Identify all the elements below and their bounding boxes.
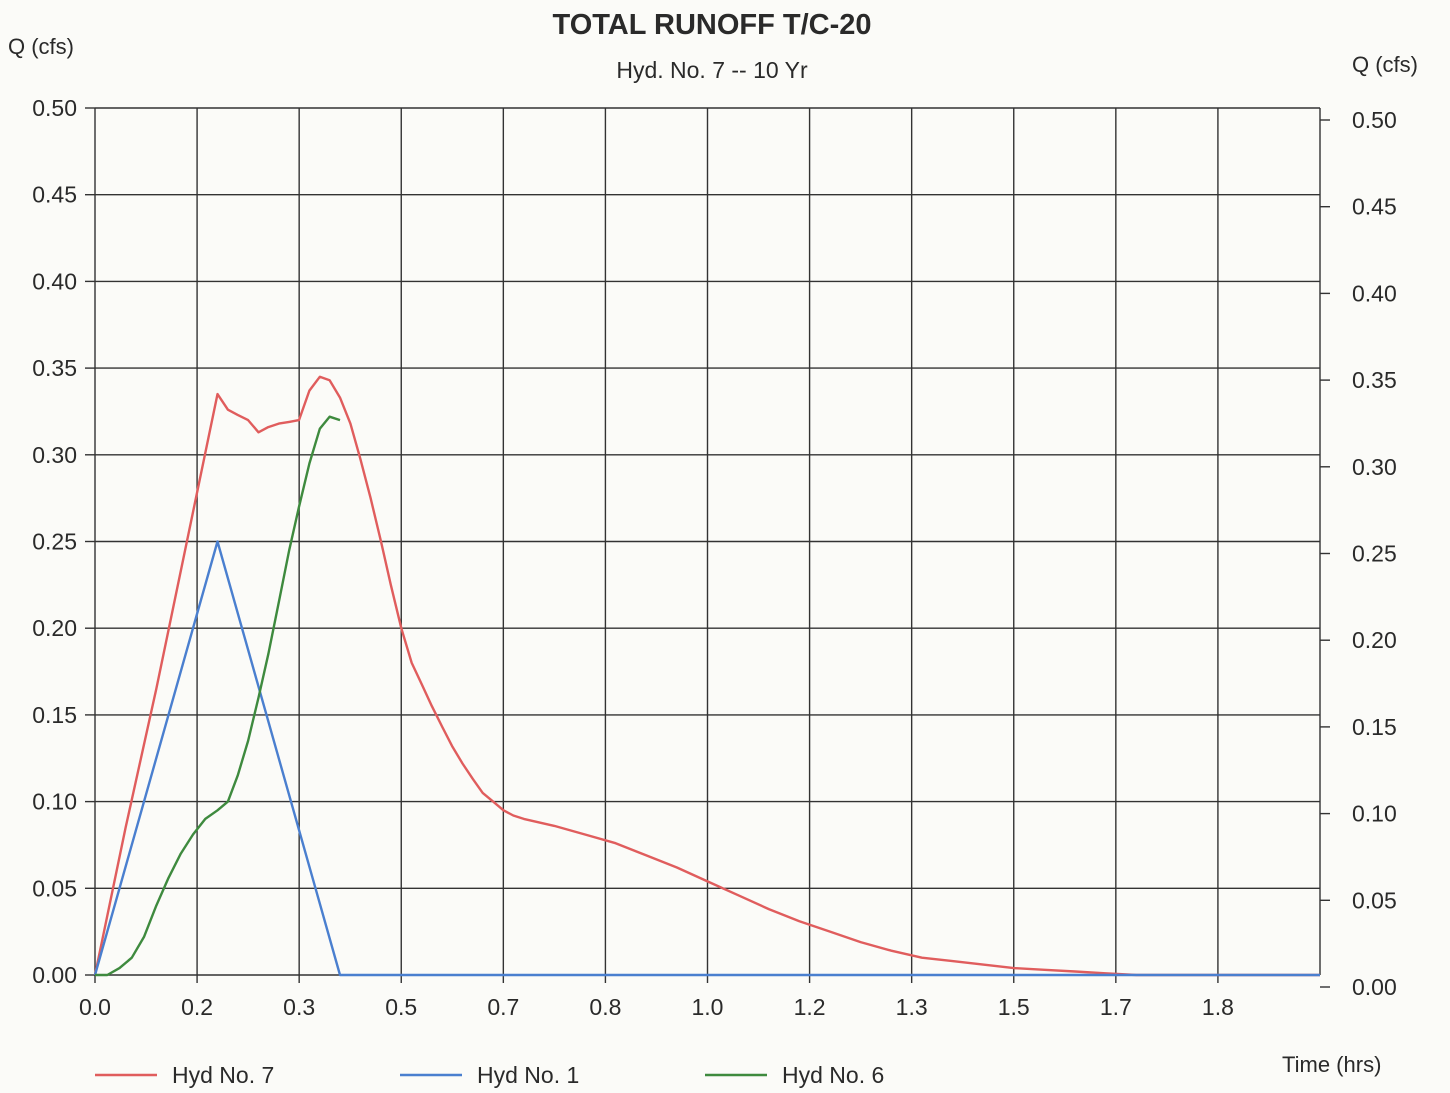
grid [94,107,1321,976]
legend-label: Hyd No. 7 [172,1062,274,1088]
y-tick-label: 0.15 [32,702,77,728]
right-y-tick-label: 0.50 [1352,107,1397,133]
legend-label: Hyd No. 1 [477,1062,579,1088]
x-tick-label: 1.8 [1202,994,1234,1020]
chart-title: TOTAL RUNOFF T/C-20 [553,9,872,41]
y-tick-label: 0.40 [32,268,77,294]
right-y-tick-label: 0.20 [1352,627,1397,653]
right-y-tick-label: 0.25 [1352,541,1397,567]
series-line-hyd-no-6 [95,415,341,977]
x-tick-label: 0.8 [589,994,621,1020]
y-tick-label: 0.20 [32,615,77,641]
y-tick-label: 0.45 [32,182,77,208]
x-tick-label: 0.3 [283,994,315,1020]
x-ticks: 0.0 0.2 0.3 0.5 0.7 0.8 1.0 1.2 1.3 1.5 1.7 1.8 [79,975,1234,1020]
right-y-tick-label: 0.15 [1352,714,1397,740]
y-tick-label: 0.25 [32,529,77,555]
x-tick-label: 0.2 [181,994,213,1020]
right-y-tick-label: 0.30 [1352,454,1397,480]
series-line-hyd-no-1 [93,540,1320,977]
y-tick-label: 0.30 [32,442,77,468]
x-tick-label: 1.7 [1100,994,1132,1020]
x-tick-label: 1.3 [896,994,928,1020]
x-tick-label: 0.7 [487,994,519,1020]
y-tick-label: 0.50 [32,95,77,121]
chart-subtitle: Hyd. No. 7 -- 10 Yr [616,57,808,83]
right-y-tick-label: 0.05 [1352,887,1397,913]
right-y-tick-label: 0.10 [1352,801,1397,827]
y-tick-label: 0.00 [32,962,77,988]
left-y-axis-label: Q (cfs) [8,34,74,59]
legend-label: Hyd No. 6 [782,1062,884,1088]
series-group [93,375,1320,977]
right-y-tick-label: 0.00 [1352,974,1397,1000]
x-tick-label: 1.0 [692,994,724,1020]
y-tick-label: 0.05 [32,875,77,901]
y-tick-label: 0.35 [32,355,77,381]
series-line-hyd-no-7 [93,375,1320,977]
x-tick-label: 0.0 [79,994,111,1020]
right-y-ticks: 0.00 0.05 0.10 0.15 0.20 0.25 0.30 0.35 0.40 0.45… [1320,107,1397,1000]
right-y-axis-label: Q (cfs) [1352,52,1418,77]
x-axis-label: Time (hrs) [1282,1052,1381,1077]
left-y-ticks: 0.00 0.05 0.10 0.15 0.20 0.25 0.30 0.35 0.40 0.45… [32,95,95,988]
x-tick-label: 1.2 [794,994,826,1020]
x-tick-label: 0.5 [385,994,417,1020]
y-tick-label: 0.10 [32,789,77,815]
right-y-tick-label: 0.40 [1352,280,1397,306]
right-y-tick-label: 0.35 [1352,367,1397,393]
x-tick-label: 1.5 [998,994,1030,1020]
legend: Hyd No. 7 Hyd No. 1 Hyd No. 6 [95,1062,884,1088]
right-y-tick-label: 0.45 [1352,194,1397,220]
